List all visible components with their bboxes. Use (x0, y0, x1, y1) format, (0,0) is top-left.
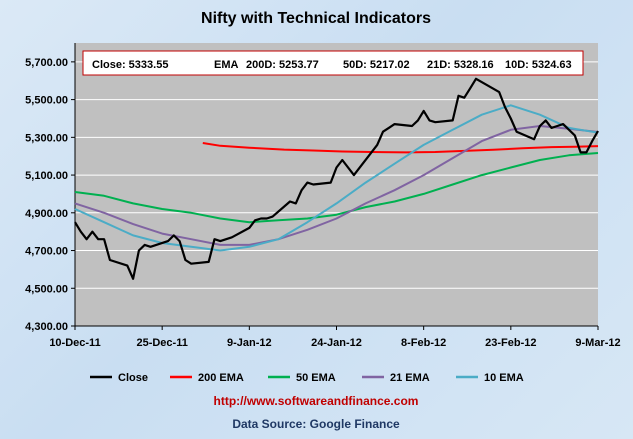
chart-title: Nifty with Technical Indicators (201, 10, 431, 27)
y-tick-label-6: 5,500.00 (25, 95, 68, 107)
legend-label-21-ema: 21 EMA (390, 372, 430, 384)
x-tick-label-5: 23-Feb-12 (485, 337, 536, 349)
series-line-200-ema (202, 142, 599, 154)
legend: Close 200 EMA 50 EMA 21 EMA 10 EMA (90, 372, 524, 384)
x-tick-label-2: 9-Jan-12 (227, 337, 272, 349)
data-source: Data Source: Google Finance (232, 417, 400, 431)
legend-label-200-ema: 200 EMA (198, 372, 244, 384)
summary-close: Close: 5333.55 (92, 59, 168, 71)
y-tick-label-2: 4,700.00 (25, 246, 68, 258)
x-tick-label-6: 9-Mar-12 (575, 337, 620, 349)
x-tick-label-0: 10-Dec-11 (49, 337, 100, 349)
y-tick-label-1: 4,500.00 (25, 283, 68, 295)
legend-label-10-ema: 10 EMA (484, 372, 524, 384)
series-line-21-ema (74, 125, 599, 246)
series-line-close (74, 77, 599, 280)
plot-area (75, 43, 598, 326)
x-tick-label-4: 8-Feb-12 (401, 337, 446, 349)
y-tick-label-3: 4,900.00 (25, 208, 68, 220)
x-tick-label-3: 24-Jan-12 (311, 337, 362, 349)
summary-box: Close: 5333.55 EMA 200D: 5253.77 50D: 52… (82, 50, 584, 76)
series-line-50-ema (74, 152, 599, 224)
x-tick-label-1: 25-Dec-11 (136, 337, 187, 349)
y-axis: 4,300.00 4,500.00 4,700.00 4,900.00 5,100.00… (25, 43, 76, 333)
summary-200d: 200D: 5253.77 (246, 59, 319, 71)
x-axis: 10-Dec-11 25-Dec-11 9-Jan-12 24-Jan-12 8-Feb… (49, 325, 621, 349)
y-tick-label-7: 5,700.00 (25, 57, 68, 69)
y-tick-label-5: 5,300.00 (25, 132, 68, 144)
grid-lines (75, 61, 598, 327)
legend-label-50-ema: 50 EMA (296, 372, 336, 384)
y-tick-label-0: 4,300.00 (25, 321, 68, 333)
summary-ema: EMA (214, 59, 239, 71)
summary-21d: 21D: 5328.16 (427, 59, 494, 71)
legend-label-close: Close (118, 372, 148, 384)
summary-10d: 10D: 5324.63 (505, 59, 572, 71)
series-lines (74, 77, 599, 280)
source-url[interactable]: http://www.softwareandfinance.com (214, 394, 419, 408)
summary-50d: 50D: 5217.02 (343, 59, 410, 71)
y-tick-label-4: 5,100.00 (25, 170, 68, 182)
